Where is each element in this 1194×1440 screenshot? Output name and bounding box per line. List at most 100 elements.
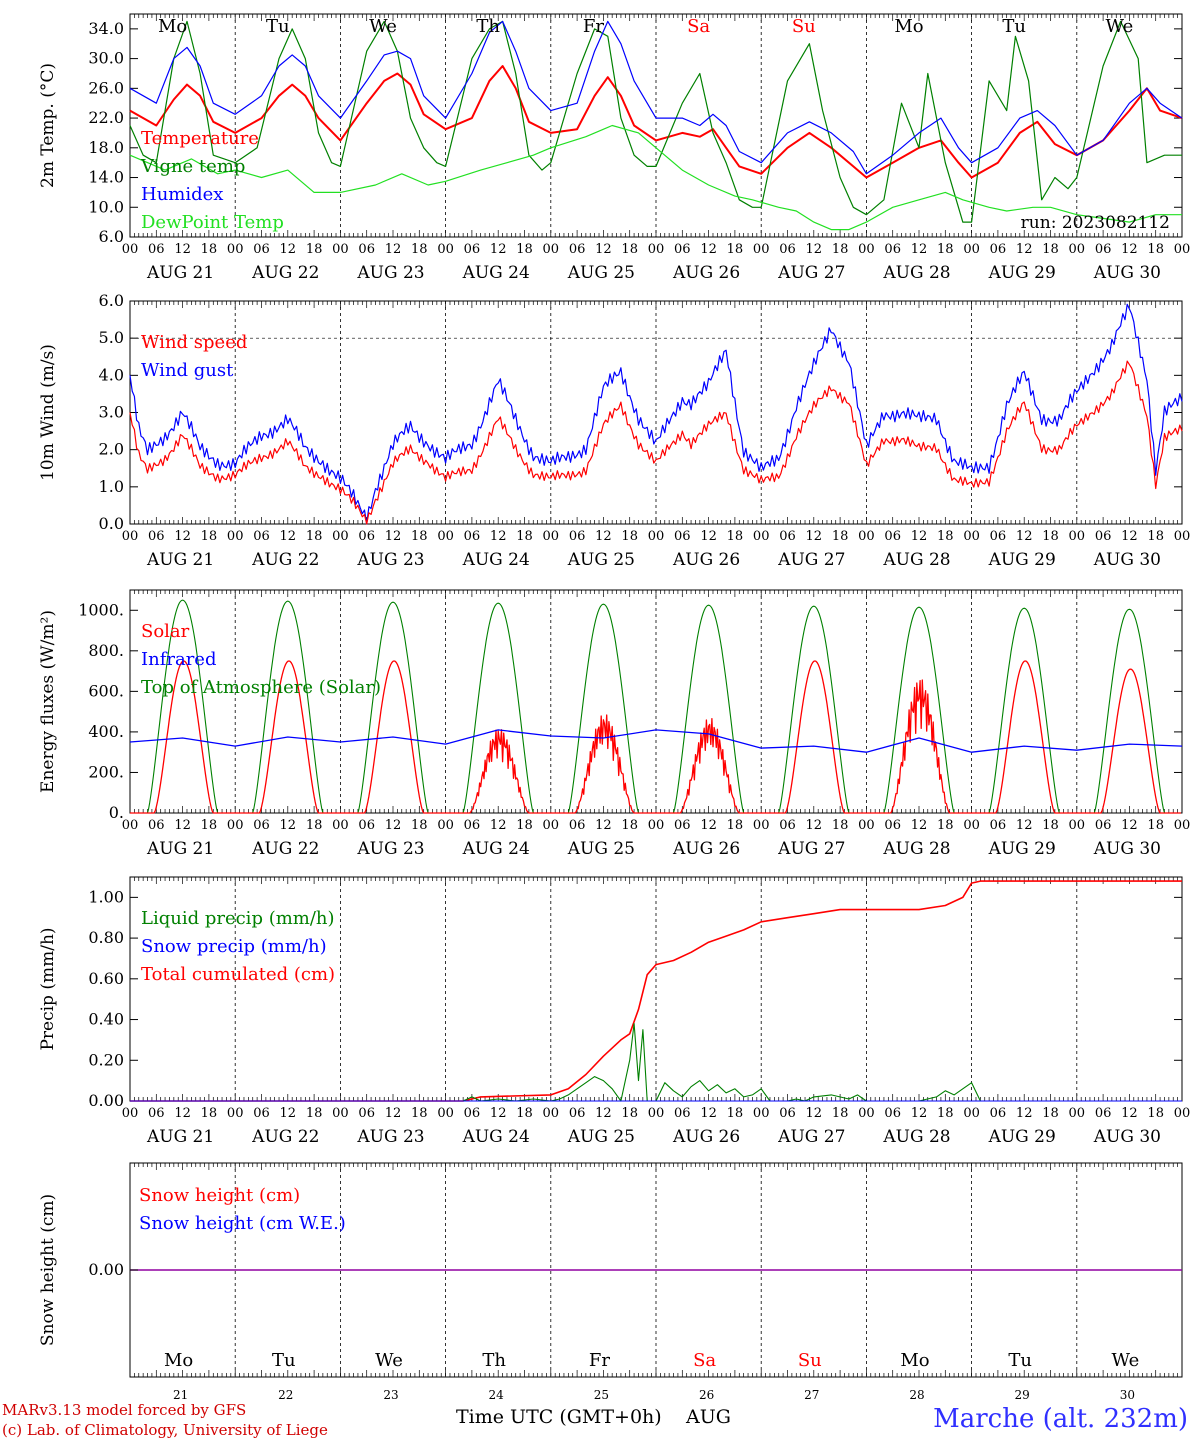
hour-tick-label: 18	[306, 1106, 323, 1121]
date-label: AUG 27	[777, 550, 845, 570]
hour-tick-label: 18	[306, 242, 323, 257]
legend-entry: Liquid precip (mm/h)	[141, 908, 335, 929]
date-label: AUG 23	[356, 839, 424, 859]
weekday-label: We	[375, 1350, 403, 1371]
hour-tick-label: 12	[806, 1106, 823, 1121]
hour-tick-label: 12	[1121, 818, 1138, 833]
hour-tick-label: 00	[858, 1106, 875, 1121]
hour-tick-label: 18	[201, 529, 218, 544]
hour-tick-label: 00	[437, 818, 454, 833]
hour-tick-label: 06	[464, 818, 481, 833]
hour-tick-label: 18	[516, 242, 533, 257]
hour-tick-label: 00	[437, 529, 454, 544]
hour-tick-label: 12	[174, 529, 191, 544]
date-label: AUG 30	[1093, 1127, 1161, 1147]
date-label: AUG 25	[567, 1127, 635, 1147]
hour-tick-label: 18	[1042, 818, 1059, 833]
hour-tick-label: 06	[464, 529, 481, 544]
hour-tick-label: 00	[1069, 529, 1086, 544]
hour-tick-label: 06	[1095, 529, 1112, 544]
y-tick-label: 22.0	[88, 108, 124, 127]
hour-tick-label: 12	[490, 242, 507, 257]
y-tick-label: 200.	[88, 762, 124, 781]
hour-tick-label: 00	[648, 242, 665, 257]
hour-tick-label: 06	[674, 529, 691, 544]
hour-tick-label: 00	[648, 529, 665, 544]
hour-tick-label: 18	[1042, 1106, 1059, 1121]
hour-tick-label: 06	[1095, 242, 1112, 257]
hour-tick-label: 12	[700, 818, 717, 833]
hour-tick-label: 06	[358, 818, 375, 833]
date-label: AUG 23	[356, 263, 424, 283]
hour-tick-label: 12	[280, 242, 297, 257]
hour-tick-label: 06	[253, 242, 270, 257]
hour-tick-label: 00	[543, 818, 560, 833]
hour-tick-label: 18	[411, 818, 428, 833]
day-number-label: 25	[594, 1388, 609, 1402]
y-tick-label: 34.0	[88, 19, 124, 38]
hour-tick-label: 12	[385, 818, 402, 833]
y-tick-label: 0.60	[88, 969, 124, 988]
panel-4: 00 06 12 18 00 06 12 18 00 06 12 18 00 06 12 18 00 06 12 18…	[38, 876, 1190, 1147]
y-tick-label: 0.	[109, 803, 124, 822]
hour-tick-label: 00	[648, 818, 665, 833]
hour-tick-label: 06	[253, 529, 270, 544]
y-tick-label: 6.0	[99, 227, 124, 246]
hour-tick-label: 06	[990, 529, 1007, 544]
hour-tick-label: 18	[201, 1106, 218, 1121]
y-tick-label: 0.00	[88, 1091, 124, 1110]
y-tick-label: 14.0	[88, 168, 124, 187]
legend-entry: DewPoint Temp	[141, 212, 284, 233]
hour-tick-label: 00	[227, 529, 244, 544]
hour-tick-label: 00	[648, 1106, 665, 1121]
hour-tick-label: 06	[990, 818, 1007, 833]
panel-frame	[129, 589, 1183, 814]
hour-tick-label: 18	[1147, 1106, 1164, 1121]
hour-tick-label: 00	[227, 242, 244, 257]
hour-tick-label: 00	[543, 1106, 560, 1121]
hour-tick-label: 18	[937, 242, 954, 257]
y-tick-label: 0.80	[88, 928, 124, 947]
hour-tick-label: 00	[1069, 818, 1086, 833]
y-tick-label: 0.00	[88, 1260, 124, 1279]
date-label: AUG 22	[251, 1127, 319, 1147]
date-label: AUG 24	[462, 550, 530, 570]
hour-tick-label: 12	[1016, 242, 1033, 257]
hour-tick-label: 18	[621, 1106, 638, 1121]
hour-tick-label: 00	[963, 242, 980, 257]
day-number-label: 23	[383, 1388, 398, 1402]
weekday-label: We	[1112, 1350, 1140, 1371]
y-tick-label: 0.40	[88, 1010, 124, 1029]
hour-tick-label: 00	[753, 242, 770, 257]
hour-tick-label: 18	[832, 529, 849, 544]
legend-entry: Wind gust	[141, 360, 234, 381]
hour-tick-label: 06	[990, 1106, 1007, 1121]
panel-1: 00 06 12 18 00 06 12 18 00 06 12 18 00 06 12 18 00 06 12 18…	[38, 13, 1190, 283]
hour-tick-label: 12	[911, 1106, 928, 1121]
date-label: AUG 25	[567, 550, 635, 570]
hour-tick-label: 12	[174, 1106, 191, 1121]
hour-tick-label: 18	[411, 1106, 428, 1121]
date-label: AUG 25	[567, 263, 635, 283]
legend-entry: Solar	[141, 621, 190, 642]
weekday-label: Su	[792, 16, 816, 37]
hour-tick-label: 00	[227, 1106, 244, 1121]
hour-tick-label: 18	[621, 529, 638, 544]
series-humidex	[129, 20, 1183, 175]
series-wind-speed	[129, 360, 1183, 525]
y-tick-label: 10.0	[88, 197, 124, 216]
date-label: AUG 24	[462, 839, 530, 859]
hour-tick-label: 00	[858, 818, 875, 833]
weekday-label: Th	[476, 16, 500, 37]
date-label: AUG 29	[988, 263, 1056, 283]
hour-tick-label: 00	[753, 818, 770, 833]
hour-tick-label: 00	[332, 529, 349, 544]
hour-tick-label: 12	[280, 818, 297, 833]
weekday-label: Tu	[1002, 16, 1026, 37]
hour-tick-label: 18	[832, 1106, 849, 1121]
weekday-label: Sa	[693, 1350, 716, 1371]
credit-line-1: MARv3.13 model forced by GFS	[2, 1401, 246, 1419]
y-axis-label: 10m Wind (m/s)	[38, 344, 58, 481]
date-label: AUG 22	[251, 839, 319, 859]
hour-tick-label: 18	[727, 1106, 744, 1121]
